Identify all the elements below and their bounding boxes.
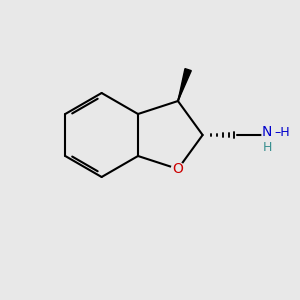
Circle shape (171, 162, 184, 176)
Text: –H: –H (274, 125, 290, 139)
Text: O: O (172, 162, 183, 176)
Text: H: H (262, 141, 272, 154)
Circle shape (262, 128, 275, 142)
Polygon shape (178, 69, 191, 101)
Polygon shape (178, 70, 188, 101)
Text: N: N (262, 125, 272, 139)
